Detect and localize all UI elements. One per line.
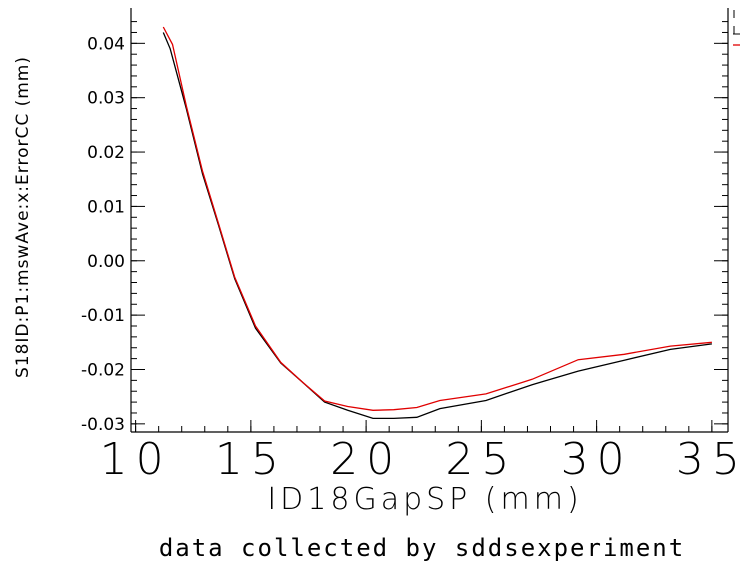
y-axis-label: S18ID:P1:mswAve:x:ErrorCC (mm)	[13, 56, 33, 378]
caption: data collected by sddsexperiment	[159, 534, 685, 562]
y-tick-label: 0.02	[87, 143, 125, 163]
series-line-2	[162, 26, 712, 411]
y-tick-label: -0.03	[81, 415, 125, 435]
x-tick-label: 30	[561, 434, 633, 485]
axes-frame	[130, 8, 729, 433]
x-tick-label: 10	[100, 434, 172, 485]
y-tick-label: -0.02	[81, 360, 125, 380]
x-tick-label: 15	[215, 434, 287, 485]
series-line-1	[162, 32, 712, 420]
legend-clipped	[733, 10, 740, 46]
x-tick-label: 25	[445, 434, 517, 485]
x-tick-label: 35	[676, 434, 740, 485]
y-tick-label: 0.00	[87, 252, 125, 272]
x-tick-label: 20	[330, 434, 402, 485]
series-group	[162, 26, 712, 420]
y-tick-label: -0.01	[81, 306, 125, 326]
x-axis-label: ID18GapSP (mm)	[267, 482, 582, 517]
y-tick-label: 0.01	[87, 197, 125, 217]
y-tick-label: 0.03	[87, 89, 125, 109]
y-tick-label: 0.04	[87, 34, 125, 54]
